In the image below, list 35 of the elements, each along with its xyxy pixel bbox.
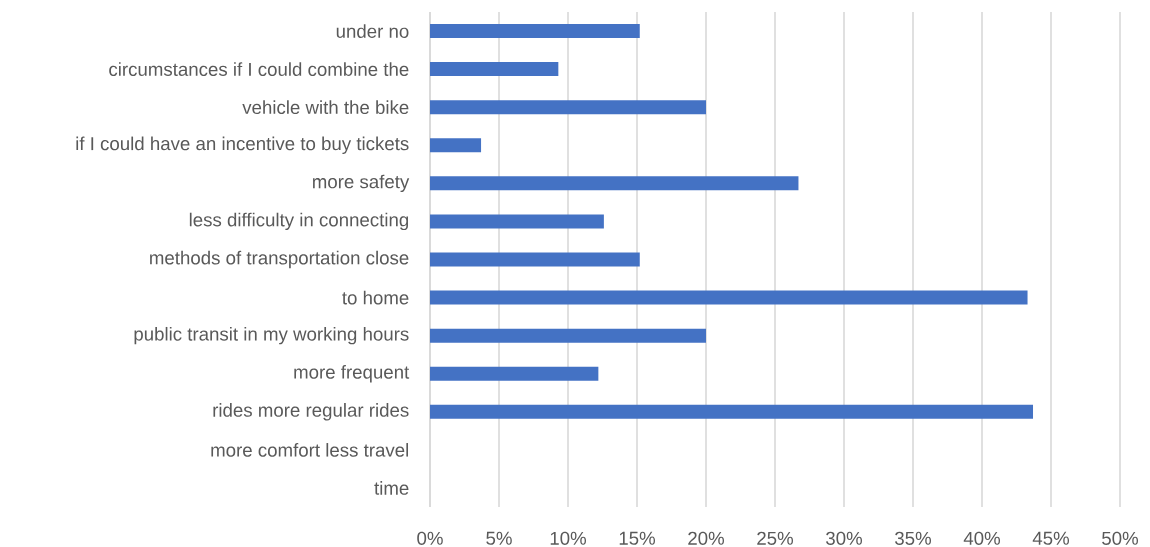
bar — [430, 24, 640, 39]
bar — [430, 138, 482, 153]
y-tick-label: time — [374, 481, 409, 495]
y-tick-label: circumstances if I could combine the — [109, 62, 409, 76]
bar — [430, 404, 1034, 419]
x-tick-label: 0% — [417, 531, 443, 545]
bar — [430, 214, 604, 229]
bar — [430, 328, 706, 343]
y-tick-label: under no — [336, 24, 409, 38]
x-tick-label: 10% — [550, 531, 587, 545]
y-tick-label: vehicle with the bike — [242, 100, 409, 115]
y-tick-label: more safety — [313, 174, 410, 193]
x-tick-label: 45% — [1032, 531, 1070, 545]
y-tick-label: more frequent — [294, 365, 410, 383]
y-tick-label: to home — [342, 290, 409, 305]
y-tick-label: if I could have an incentive to buy tickets — [76, 136, 409, 154]
x-tick-label: 30% — [826, 531, 863, 545]
x-tick-label: 15% — [619, 531, 656, 545]
bar — [430, 366, 599, 381]
bar — [430, 62, 559, 77]
y-tick-label: more comfort less travel — [211, 443, 409, 457]
bar — [430, 176, 799, 191]
bar — [430, 290, 1028, 305]
bar — [430, 100, 706, 115]
y-tick-label: less difficulty in connecting — [189, 212, 409, 231]
x-tick-label: 20% — [688, 531, 725, 545]
x-tick-label: 40% — [963, 531, 1001, 545]
x-tick-label: 35% — [895, 531, 932, 545]
x-tick-label: 5% — [486, 531, 512, 545]
y-tick-label: public transit in my working hours — [134, 326, 409, 345]
bar — [430, 252, 640, 267]
x-tick-label: 25% — [757, 531, 794, 545]
y-tick-label: rides more regular rides — [213, 403, 409, 421]
x-tick-label: 50% — [1102, 531, 1139, 545]
y-tick-label: methods of transportation close — [150, 250, 409, 269]
